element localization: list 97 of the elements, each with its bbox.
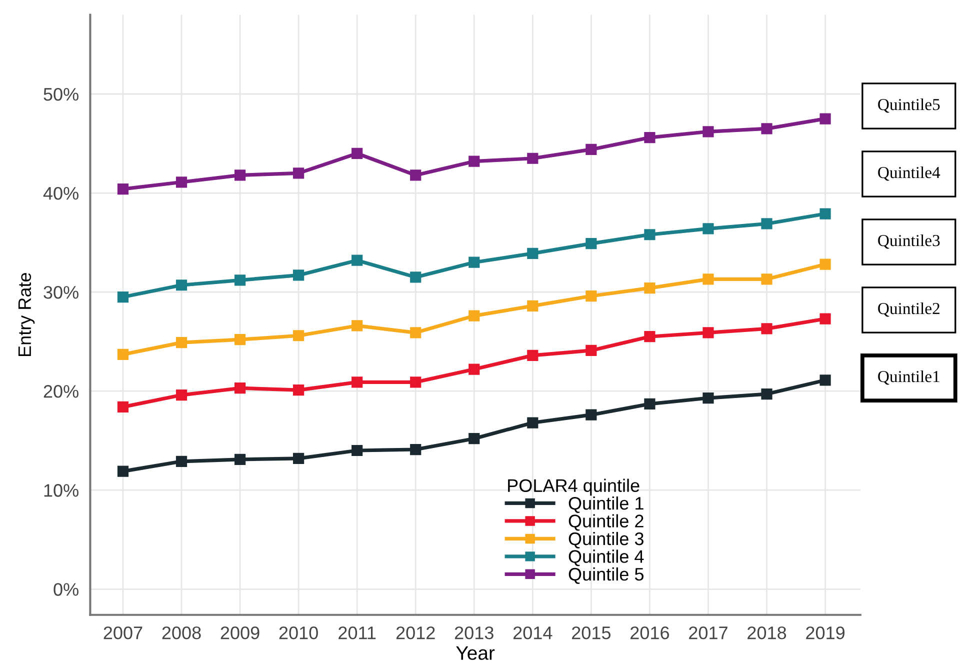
point: [702, 126, 714, 138]
point: [586, 238, 597, 250]
point: [176, 176, 188, 188]
x-tick-label: 2018: [748, 626, 786, 640]
point: [234, 170, 246, 181]
point: [702, 392, 714, 404]
y-tick-label: 30%: [44, 286, 78, 299]
point: [527, 248, 538, 259]
point: [644, 132, 656, 144]
point: [293, 384, 304, 396]
point: [527, 152, 538, 164]
point: [117, 466, 129, 477]
point: [176, 280, 188, 291]
point: [293, 270, 304, 281]
text: Quintile4: [878, 166, 940, 181]
point: [702, 223, 714, 234]
point: [410, 444, 422, 456]
point: [176, 337, 188, 348]
point: [468, 256, 480, 268]
point: [761, 218, 772, 230]
point: [761, 388, 772, 400]
text: Quintile3: [878, 234, 940, 249]
point: [527, 350, 538, 361]
point: [352, 148, 363, 159]
x-tick-label: 2009: [220, 626, 260, 640]
point: [410, 272, 422, 283]
point: [586, 290, 597, 302]
point: [644, 282, 656, 294]
y-tick-label: 20%: [44, 385, 78, 398]
point: [820, 313, 831, 324]
x-tick-label: 2010: [279, 626, 318, 640]
point: [352, 320, 363, 332]
point: [761, 274, 772, 285]
point: [468, 364, 480, 375]
point: [352, 254, 363, 266]
x-tick-label: 2007: [104, 626, 142, 640]
point: [468, 310, 480, 322]
point: [644, 398, 656, 410]
legend-label: Quintile 5: [568, 567, 644, 584]
x-tick-label: 2016: [630, 626, 669, 640]
x-tick-label: 2019: [806, 626, 845, 640]
x-axis-title: Year: [456, 646, 495, 660]
point: [820, 374, 831, 386]
point: [468, 433, 480, 444]
x-tick-label: 2011: [338, 626, 376, 640]
point: [644, 331, 656, 342]
text: Quintile2: [878, 302, 940, 317]
y-tick-label: 50%: [44, 88, 78, 101]
point: [176, 389, 188, 401]
point: [410, 170, 422, 181]
point: [644, 229, 656, 240]
point: [293, 452, 304, 464]
point: [117, 401, 129, 412]
point: [527, 417, 538, 428]
y-tick-label: 10%: [44, 484, 78, 497]
legend-label: Quintile 1: [568, 496, 644, 513]
point: [820, 208, 831, 220]
point: [234, 382, 246, 394]
point: [234, 334, 246, 346]
point: [176, 456, 188, 467]
x-tick-label: 2014: [513, 626, 552, 640]
text: Quintile1: [878, 370, 940, 385]
y-axis-title: Entry Rate: [18, 272, 35, 356]
x-tick-label: 2013: [454, 626, 494, 640]
point: [293, 330, 304, 342]
point: [117, 184, 129, 195]
x-tick-label: 2015: [572, 626, 611, 640]
legend-title: POLAR4 quintile: [508, 478, 640, 496]
point: [117, 348, 129, 360]
point: [820, 258, 831, 270]
point: [293, 168, 304, 179]
point: [117, 291, 129, 303]
point: [468, 156, 480, 167]
point: [234, 454, 246, 465]
point: [761, 123, 772, 134]
legend-label: Quintile 2: [568, 514, 644, 531]
point: [702, 327, 714, 338]
point: [410, 376, 422, 388]
point: [352, 444, 363, 456]
point: [702, 274, 714, 285]
legend-label: Quintile 3: [568, 532, 644, 548]
point: [352, 376, 363, 388]
point: [410, 327, 422, 338]
y-tick-label: 0%: [54, 583, 78, 596]
point: [586, 144, 597, 156]
point: [527, 300, 538, 312]
y-tick-label: 40%: [43, 186, 78, 200]
point: [820, 113, 831, 124]
x-tick-label: 2008: [162, 626, 201, 640]
x-tick-label: 2017: [689, 626, 728, 640]
text: Quintile5: [878, 98, 940, 113]
point: [586, 344, 597, 356]
legend-label: Quintile 4: [568, 550, 644, 566]
point: [761, 323, 772, 334]
point: [586, 409, 597, 420]
point: [234, 274, 246, 286]
x-tick-label: 2012: [396, 626, 435, 640]
